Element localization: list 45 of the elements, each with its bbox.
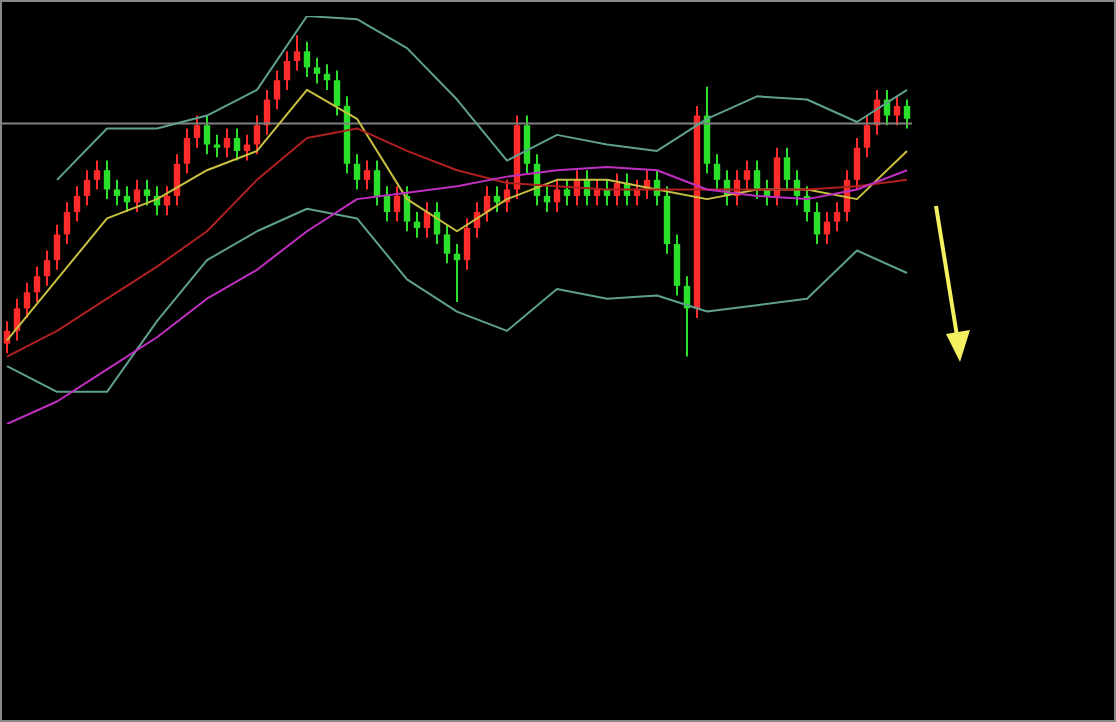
candlestick (63, 201, 71, 246)
candlestick (283, 50, 291, 91)
candlestick (233, 127, 241, 162)
candlestick (673, 233, 681, 297)
candlestick (183, 127, 191, 175)
candlestick (833, 201, 841, 233)
candlestick (293, 34, 301, 72)
candlestick (563, 178, 571, 207)
candlestick (853, 137, 861, 191)
candlestick (23, 281, 31, 319)
candlestick (203, 114, 211, 156)
candlestick (113, 178, 121, 207)
candlestick (443, 223, 451, 265)
candlestick (33, 265, 41, 303)
candlestick (253, 114, 261, 156)
candlestick (363, 159, 371, 191)
candlestick (303, 40, 311, 79)
candlestick (863, 114, 871, 159)
candlestick (313, 56, 321, 85)
candlestick (53, 223, 61, 271)
candlestick (813, 201, 821, 246)
candlestick (83, 169, 91, 207)
candlestick (393, 185, 401, 223)
candlestick (373, 159, 381, 207)
candlestick (383, 185, 391, 223)
candlestick (133, 178, 141, 213)
candlestick (163, 185, 171, 217)
candlestick (143, 178, 151, 207)
candlestick (93, 159, 101, 191)
candlestick (273, 69, 281, 111)
candlestick (333, 69, 341, 117)
candlestick (103, 159, 111, 201)
candlestick (783, 146, 791, 191)
candlestick (43, 249, 51, 287)
candlestick (193, 114, 201, 149)
candlestick (713, 153, 721, 191)
candlestick (553, 178, 561, 213)
candlestick (773, 146, 781, 207)
candlestick (353, 153, 361, 191)
candlestick (223, 127, 231, 159)
candlestick (903, 98, 911, 130)
candlestick (463, 217, 471, 271)
candlestick (893, 95, 901, 127)
candlestick (743, 159, 751, 191)
candlestick (73, 185, 81, 223)
